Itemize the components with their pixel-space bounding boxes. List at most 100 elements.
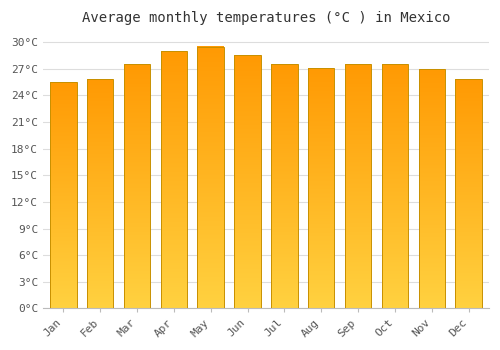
Bar bbox=[87, 218, 114, 219]
Bar bbox=[160, 139, 187, 140]
Bar bbox=[160, 208, 187, 209]
Bar bbox=[160, 254, 187, 256]
Bar bbox=[87, 99, 114, 100]
Bar bbox=[198, 56, 224, 57]
Bar bbox=[198, 256, 224, 257]
Bar bbox=[198, 205, 224, 206]
Bar bbox=[456, 127, 482, 129]
Bar bbox=[124, 173, 150, 174]
Bar bbox=[87, 215, 114, 216]
Bar bbox=[418, 164, 445, 166]
Bar bbox=[418, 214, 445, 215]
Bar bbox=[418, 78, 445, 79]
Bar bbox=[87, 98, 114, 99]
Bar bbox=[271, 298, 297, 299]
Bar bbox=[234, 117, 261, 119]
Bar bbox=[271, 91, 297, 92]
Bar bbox=[87, 272, 114, 273]
Bar bbox=[87, 111, 114, 113]
Bar bbox=[50, 272, 76, 273]
Bar bbox=[234, 178, 261, 180]
Bar bbox=[160, 153, 187, 154]
Bar bbox=[382, 223, 408, 224]
Bar bbox=[160, 158, 187, 159]
Bar bbox=[345, 147, 372, 148]
Bar bbox=[87, 156, 114, 157]
Bar bbox=[50, 195, 76, 196]
Bar bbox=[382, 302, 408, 303]
Bar bbox=[198, 54, 224, 56]
Bar bbox=[271, 178, 297, 179]
Bar bbox=[308, 286, 334, 287]
Bar bbox=[382, 93, 408, 95]
Bar bbox=[308, 107, 334, 109]
Bar bbox=[271, 84, 297, 85]
Bar bbox=[345, 280, 372, 282]
Bar bbox=[345, 283, 372, 284]
Bar bbox=[234, 268, 261, 269]
Bar bbox=[50, 273, 76, 274]
Bar bbox=[382, 245, 408, 246]
Bar bbox=[308, 295, 334, 296]
Bar bbox=[345, 138, 372, 139]
Bar bbox=[50, 119, 76, 120]
Bar bbox=[198, 192, 224, 193]
Bar bbox=[271, 294, 297, 295]
Bar bbox=[345, 81, 372, 83]
Bar bbox=[234, 133, 261, 134]
Bar bbox=[418, 155, 445, 156]
Bar bbox=[345, 134, 372, 135]
Bar bbox=[160, 249, 187, 251]
Bar bbox=[271, 219, 297, 220]
Bar bbox=[308, 94, 334, 96]
Bar bbox=[271, 73, 297, 74]
Bar bbox=[382, 303, 408, 305]
Bar bbox=[124, 281, 150, 283]
Bar bbox=[50, 281, 76, 282]
Bar bbox=[50, 149, 76, 150]
Bar bbox=[418, 120, 445, 121]
Bar bbox=[456, 276, 482, 278]
Bar bbox=[50, 213, 76, 215]
Bar bbox=[234, 153, 261, 154]
Bar bbox=[271, 90, 297, 91]
Bar bbox=[87, 181, 114, 182]
Bar bbox=[124, 168, 150, 169]
Bar bbox=[160, 178, 187, 180]
Bar bbox=[124, 136, 150, 138]
Bar bbox=[345, 273, 372, 274]
Bar bbox=[456, 124, 482, 125]
Bar bbox=[198, 160, 224, 162]
Bar bbox=[234, 224, 261, 225]
Bar bbox=[87, 103, 114, 105]
Bar bbox=[308, 102, 334, 103]
Bar bbox=[234, 113, 261, 115]
Bar bbox=[308, 299, 334, 300]
Bar bbox=[345, 80, 372, 82]
Bar bbox=[87, 138, 114, 139]
Bar bbox=[382, 228, 408, 229]
Bar bbox=[50, 247, 76, 248]
Bar bbox=[87, 282, 114, 283]
Bar bbox=[418, 258, 445, 259]
Bar bbox=[382, 168, 408, 169]
Bar bbox=[87, 291, 114, 293]
Bar bbox=[160, 241, 187, 243]
Bar bbox=[234, 59, 261, 61]
Bar bbox=[87, 140, 114, 141]
Bar bbox=[456, 233, 482, 234]
Bar bbox=[382, 110, 408, 111]
Bar bbox=[456, 301, 482, 303]
Bar bbox=[456, 226, 482, 227]
Bar bbox=[160, 64, 187, 65]
Bar bbox=[382, 186, 408, 188]
Bar bbox=[234, 283, 261, 285]
Bar bbox=[234, 288, 261, 289]
Bar bbox=[234, 304, 261, 306]
Bar bbox=[382, 296, 408, 297]
Bar bbox=[234, 72, 261, 73]
Bar bbox=[418, 259, 445, 260]
Bar bbox=[50, 280, 76, 281]
Bar bbox=[234, 289, 261, 291]
Bar bbox=[271, 306, 297, 307]
